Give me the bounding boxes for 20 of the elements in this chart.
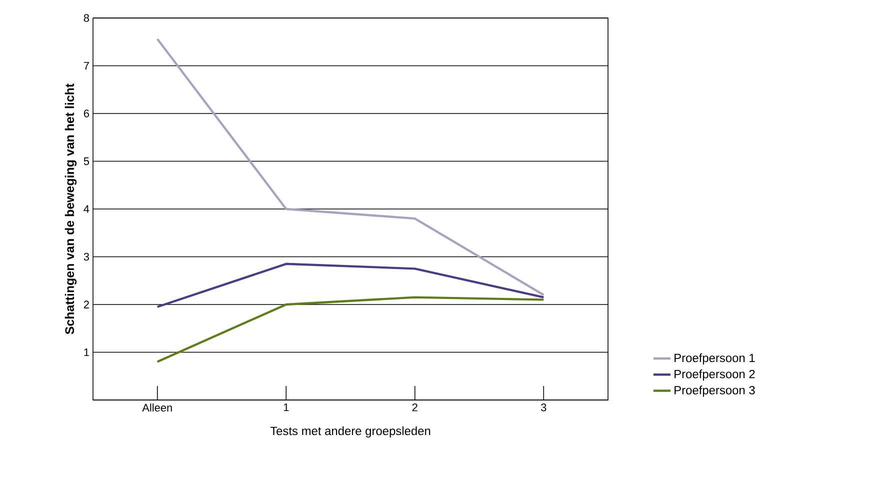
x-tick-label: 3: [541, 404, 546, 412]
y-tick-label: 6: [84, 110, 90, 118]
legend-label: Proefpersoon 1: [674, 353, 755, 365]
legend-label: Proefpersoon 3: [674, 386, 755, 397]
line-series: [156, 296, 545, 363]
x-tick-label: Alleen: [142, 404, 172, 412]
y-tick-label: 7: [84, 62, 89, 70]
x-tick-label: 2: [412, 404, 418, 412]
y-tick-label: 2: [84, 300, 89, 308]
legend-label: Proefpersoon 2: [674, 370, 755, 381]
x-axis-title: Tests met andere groepsleden: [270, 426, 430, 438]
x-tick-label: 1: [284, 404, 289, 412]
y-tick-label: 3: [84, 252, 90, 261]
y-tick-label: 4: [84, 205, 90, 213]
y-tick-label: 5: [84, 157, 90, 166]
y-axis-title: Schattingen van de beweging van het licht: [64, 84, 77, 334]
line-series: [156, 38, 545, 296]
y-tick-label: 8: [84, 14, 90, 22]
y-tick-label: 1: [84, 348, 89, 356]
line-series: [156, 262, 545, 308]
